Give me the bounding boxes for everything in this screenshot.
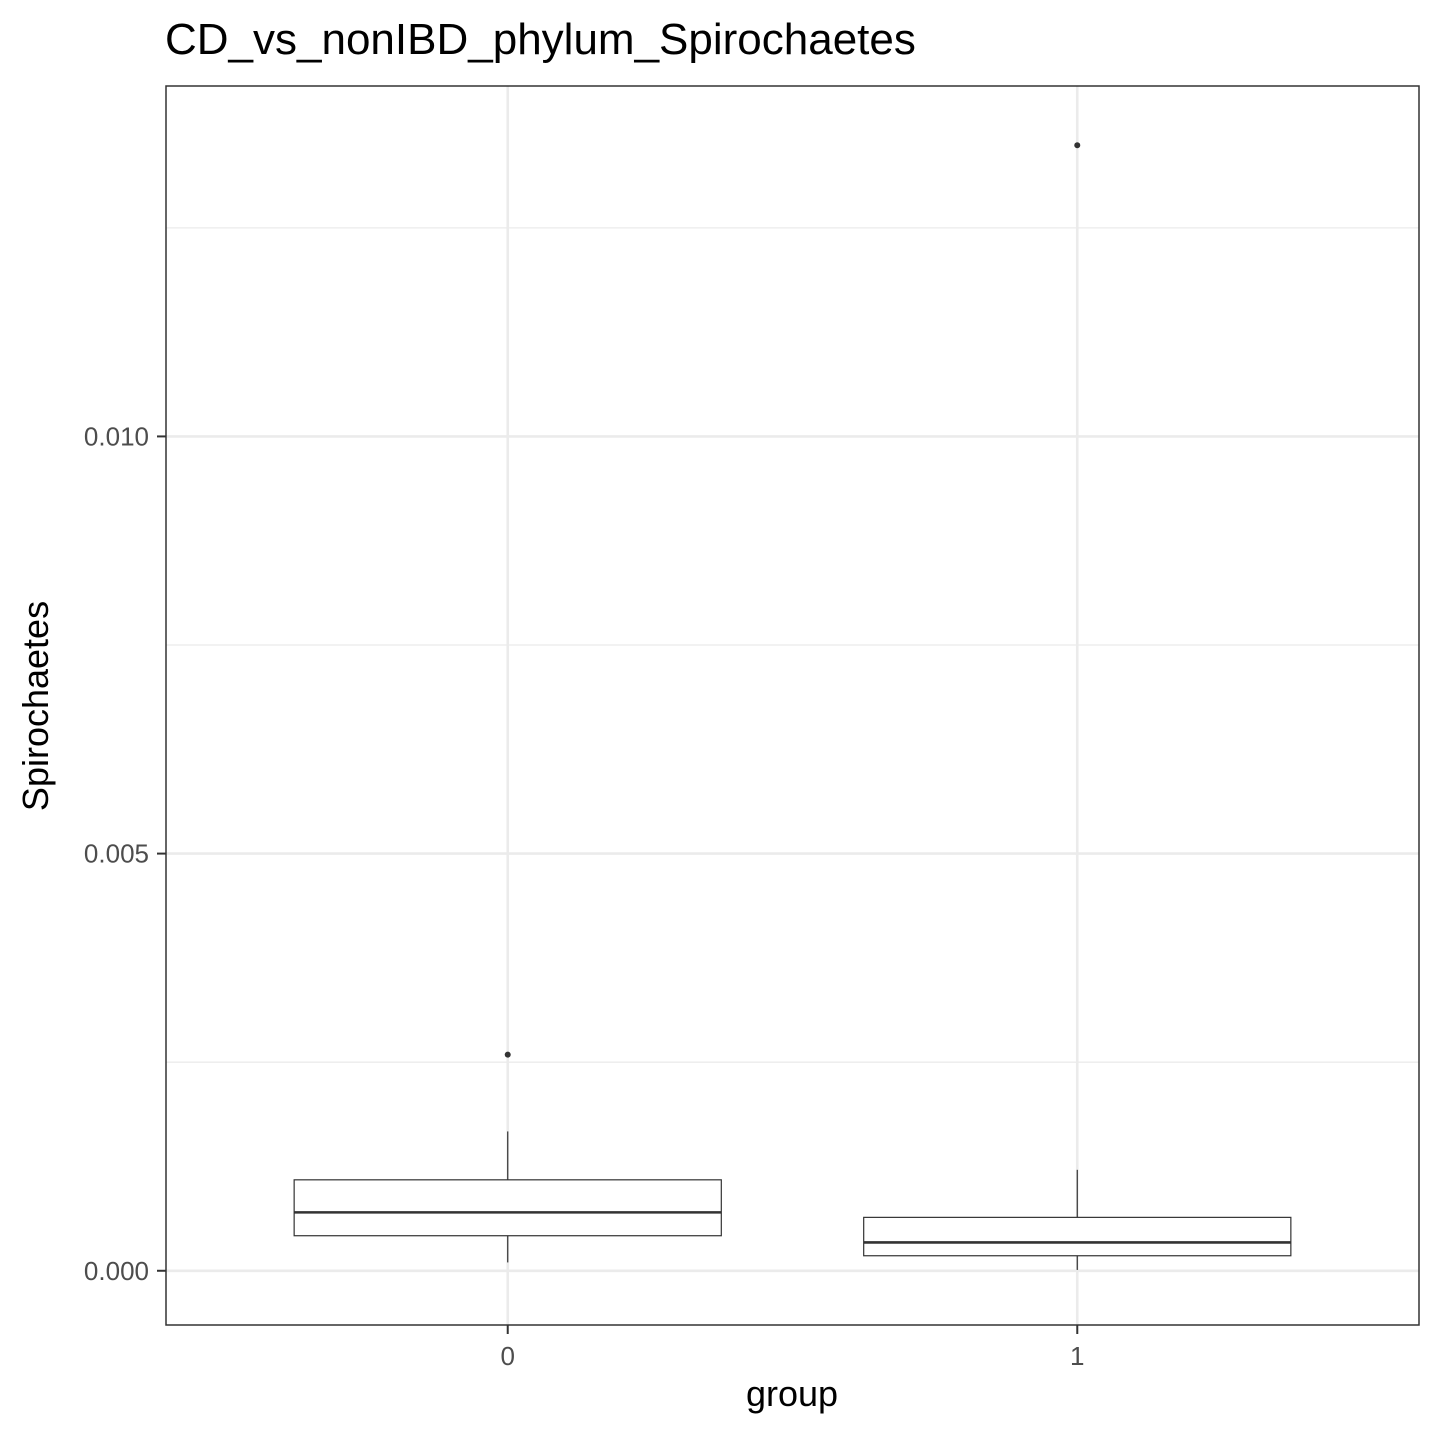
- y-tick-label: 0.000: [84, 1256, 149, 1286]
- box-group: [863, 142, 1292, 1270]
- outlier-point: [504, 1051, 511, 1058]
- box-series: [293, 142, 1292, 1270]
- box-iqr: [863, 1216, 1292, 1257]
- panel-border: [165, 85, 1420, 1326]
- y-tick-label: 0.005: [84, 839, 149, 869]
- chart-title: CD_vs_nonIBD_phylum_Spirochaetes: [165, 15, 916, 64]
- box-group: [293, 1051, 722, 1263]
- minor-gridlines: [166, 227, 1419, 1063]
- y-axis: 0.000 0.005 0.010: [84, 421, 166, 1286]
- x-axis-title: group: [746, 1373, 838, 1414]
- x-tick-label: 1: [1070, 1341, 1084, 1371]
- outlier-point: [1074, 142, 1081, 149]
- box-iqr: [293, 1179, 722, 1237]
- y-tick-label: 0.010: [84, 421, 149, 451]
- y-axis-title: Spirochaetes: [15, 601, 56, 811]
- major-gridlines: [166, 86, 1419, 1325]
- x-tick-label: 0: [500, 1341, 514, 1371]
